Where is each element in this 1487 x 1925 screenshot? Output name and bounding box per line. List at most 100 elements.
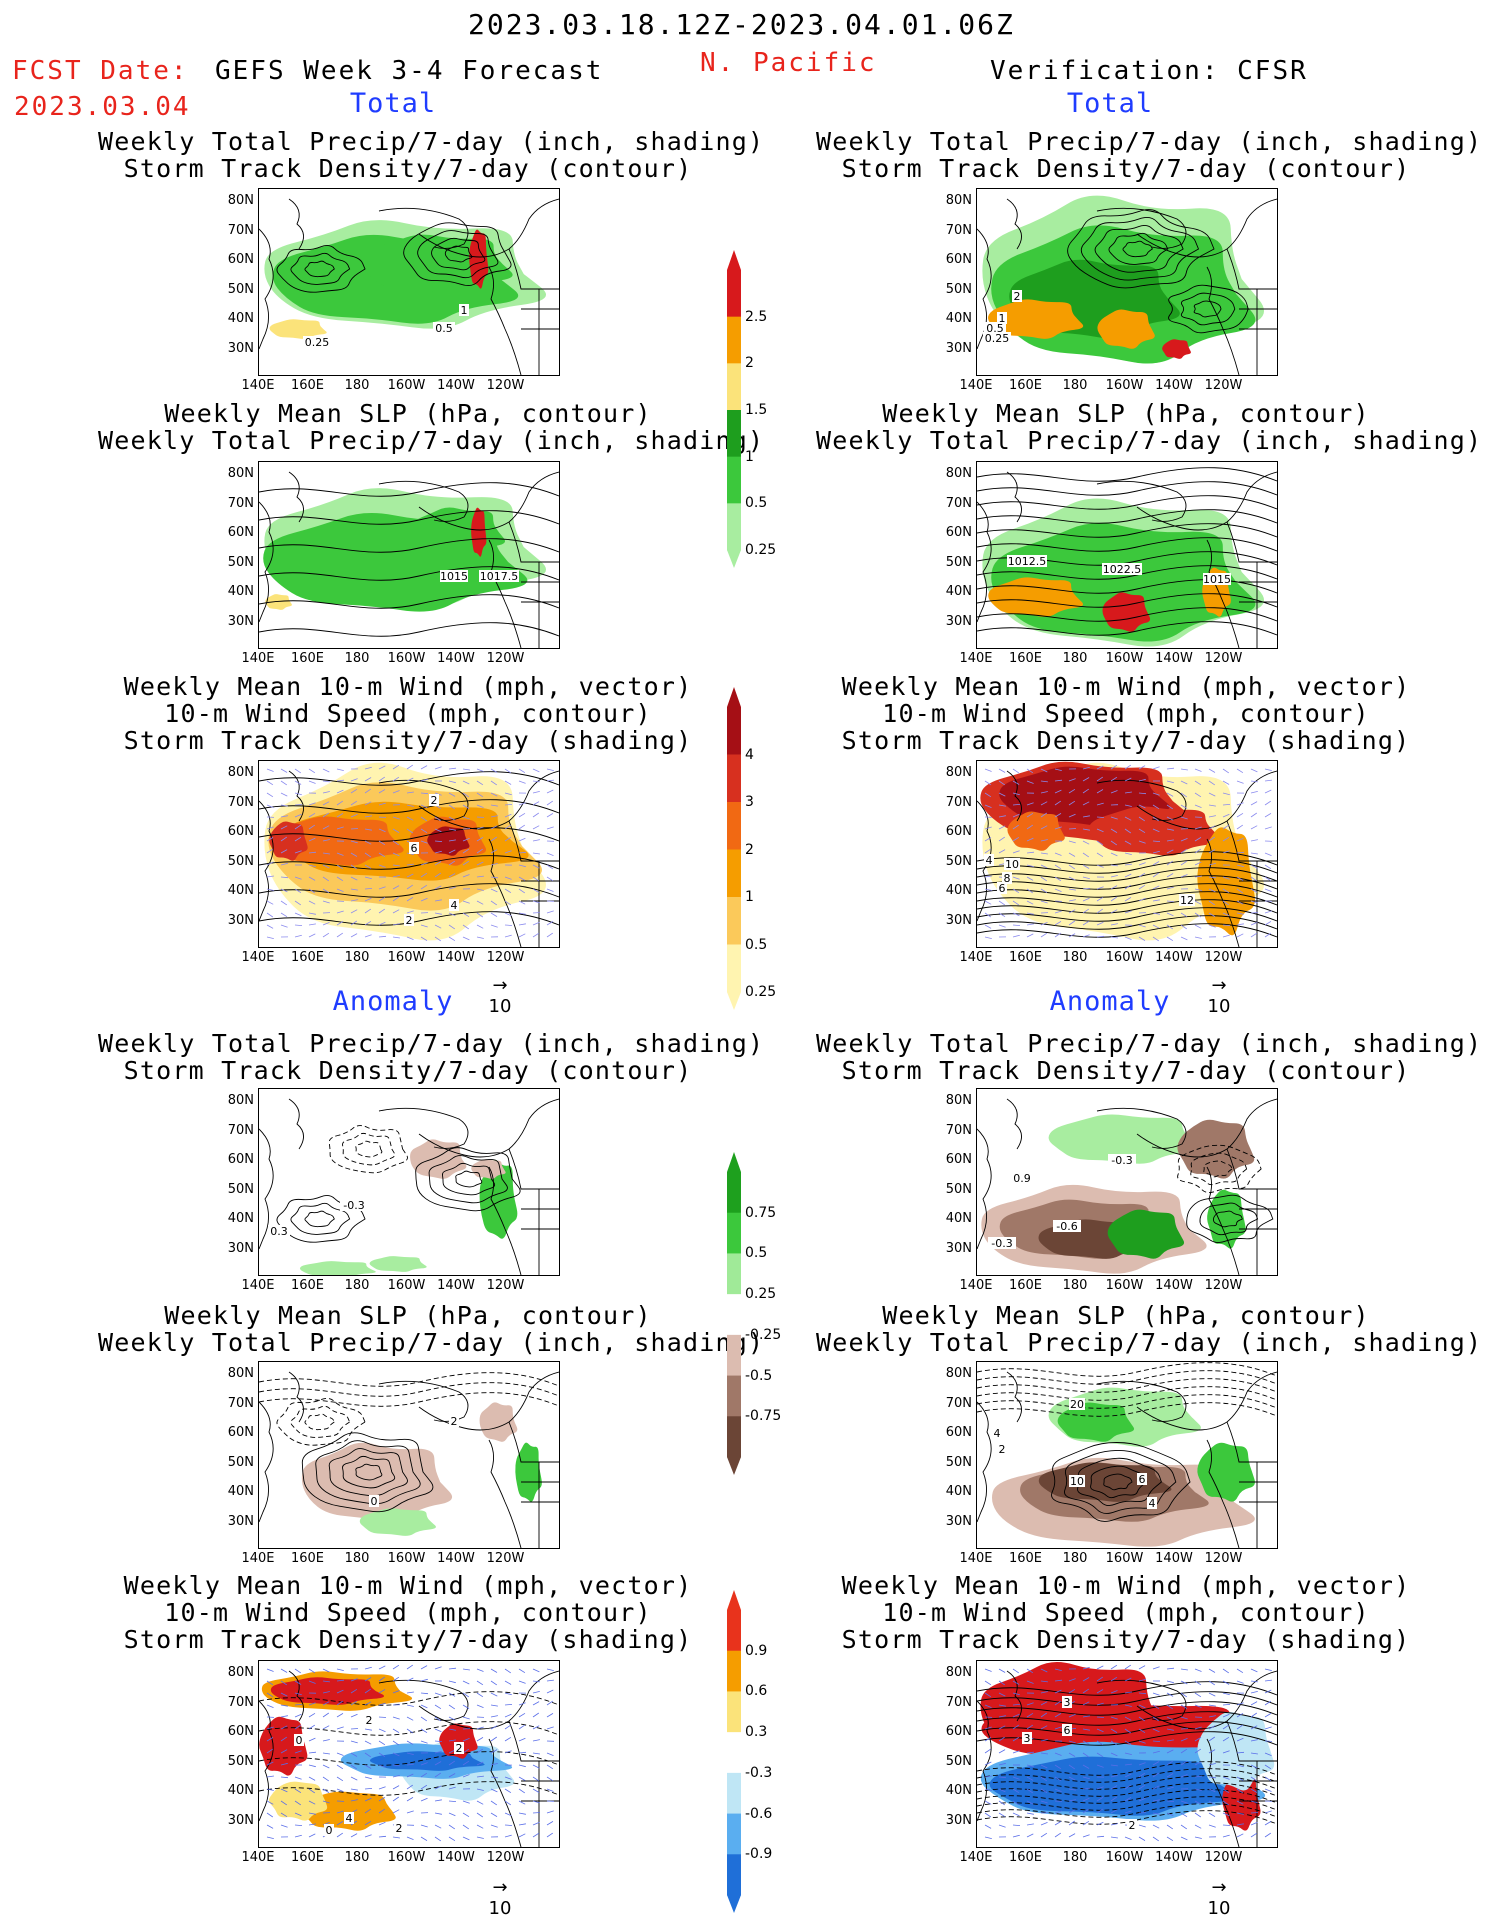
title-line: Weekly Mean SLP (hPa, contour) <box>882 1301 1370 1330</box>
colorbar-segment <box>727 754 741 803</box>
map-panel-row6-forecast: 2 0 2 4 2 0 <box>258 1660 560 1848</box>
contour-label-bg <box>409 842 419 854</box>
contour-label-bg <box>1002 872 1012 884</box>
colorbar-tick-label: 0.3 <box>745 1724 768 1741</box>
lat-tick-label: 40N <box>227 1484 254 1499</box>
contour-label: 4 <box>346 1812 353 1825</box>
contour-label: 6 <box>999 882 1006 895</box>
contour-label-bg <box>997 882 1007 894</box>
lon-tick-label: 140W <box>437 1850 475 1865</box>
contour-label: -0.3 <box>343 1199 364 1212</box>
colorbar-tick-label: 1 <box>745 448 754 465</box>
contour-label-bg <box>1108 1154 1136 1166</box>
lon-tick-label: 160W <box>1105 378 1144 393</box>
vector-scale-left-total: → 10 <box>488 975 512 1017</box>
lat-tick-label: 50N <box>227 1753 254 1769</box>
colorbar-segment <box>727 1732 741 1774</box>
lon-tick-label: 120W <box>1204 950 1243 965</box>
contour-label-bg <box>369 1495 379 1507</box>
contour-label: 0 <box>371 1495 378 1508</box>
lat-tick-label: 50N <box>945 1753 972 1769</box>
lat-tick-label: 70N <box>945 495 972 511</box>
title-line: Weekly Mean SLP (hPa, contour) <box>164 1301 652 1330</box>
right-panel-title-row4: Weekly Total Precip/7-day (inch, shading… <box>816 1030 1481 1084</box>
title-line: Weekly Total Precip/7-day (inch, shading… <box>816 426 1483 455</box>
lat-tick-label: 60N <box>227 252 254 267</box>
contour-label-bg <box>268 1225 290 1237</box>
map-panel-row1-verification: 2 1 0.5 0.25 <box>976 188 1278 376</box>
lon-tick-label: 160E <box>290 950 325 965</box>
contour-label: 0 <box>326 1824 333 1837</box>
contour-label-bg <box>984 322 1006 334</box>
contour-label-bg <box>404 914 414 926</box>
lat-tick-label: 30N <box>227 1240 254 1256</box>
lon-tick-label: 140E <box>241 950 275 965</box>
colorbar-tick-label: 0.25 <box>745 984 777 1000</box>
title-line: Weekly Mean 10-m Wind (mph, vector) <box>841 672 1411 701</box>
contour-label: 0.5 <box>986 322 1004 335</box>
map-plot: 20 <box>259 1371 559 1548</box>
contour-label: 1 <box>999 312 1006 325</box>
title-line: Weekly Total Precip/7-day (inch, shading… <box>98 1328 765 1357</box>
fcst-date: 2023.03.04 <box>14 92 191 122</box>
lon-tick-label: 140E <box>959 1850 993 1865</box>
lat-tick-label: 40N <box>227 584 254 599</box>
lat-tick-label: 70N <box>227 794 254 810</box>
title-line: Weekly Mean 10-m Wind (mph, vector) <box>841 1571 1411 1600</box>
colorbar-tick-label: 3 <box>745 794 754 810</box>
map-plot: 1012.5 1022.5 1015 <box>977 467 1277 648</box>
right-panel-title-row3: Weekly Mean 10-m Wind (mph, vector) 10-m … <box>816 673 1436 754</box>
contour-label: 3 <box>1064 1696 1071 1709</box>
contour-label: 0.25 <box>985 332 1010 345</box>
lon-tick-label: 140W <box>1155 1850 1193 1865</box>
lat-tick-label: 50N <box>227 853 254 869</box>
vector-scale-right-total: → 10 <box>1207 975 1231 1017</box>
lat-tick-label: 70N <box>945 222 972 238</box>
region-label: N. Pacific <box>700 48 877 78</box>
contour-label: -0.6 <box>1056 1220 1077 1233</box>
colorbar-tick-label: 1.5 <box>745 402 768 418</box>
contour-label-bg <box>1053 1220 1081 1232</box>
colorbar-segment <box>727 456 741 504</box>
lat-tick-label: 30N <box>227 912 254 928</box>
lat-tick-label: 40N <box>945 584 972 599</box>
lat-tick-label: 30N <box>227 1812 254 1828</box>
colorbar-tick-label: 0.75 <box>745 1204 777 1221</box>
lat-tick-label: 50N <box>945 853 972 869</box>
colorbar-segment <box>727 270 741 318</box>
contour-label-bg <box>984 854 994 866</box>
contour-label: 2 <box>451 1415 458 1428</box>
lat-tick-label: 40N <box>945 1484 972 1499</box>
colorbar-segment <box>727 849 741 898</box>
colorbar-segment <box>727 1375 741 1417</box>
lon-tick-label: 180 <box>344 1278 370 1293</box>
lon-tick-label: 160E <box>1008 1551 1043 1566</box>
lat-tick-label: 60N <box>945 1724 972 1739</box>
contour-label: 4 <box>1149 1497 1156 1510</box>
contour-label-bg <box>1012 290 1022 302</box>
lat-tick-label: 50N <box>945 1454 972 1470</box>
colorbar-tick-label: 2.5 <box>745 308 768 325</box>
lon-tick-label: 160E <box>290 1278 325 1293</box>
lon-tick-label: 160E <box>290 1850 325 1865</box>
lon-tick-label: 120W <box>486 378 525 393</box>
contour-label: 3 <box>1024 1732 1031 1745</box>
title-line: Weekly Total Precip/7-day (inch, shading… <box>98 127 765 156</box>
lon-tick-label: 120W <box>486 651 525 666</box>
contour-label: 1015 <box>1203 573 1231 586</box>
lon-tick-label: 140E <box>241 378 275 393</box>
contour-label-bg <box>303 336 331 348</box>
vector-scale-left-anom: → 10 <box>488 1877 512 1919</box>
right-panel-title-row5: Weekly Mean SLP (hPa, contour) Weekly Tot… <box>816 1301 1481 1356</box>
title-line: Storm Track Density/7-day (shading) <box>123 1625 693 1654</box>
left-anomaly-heading: Anomaly <box>332 986 454 1017</box>
lat-tick-label: 60N <box>227 1152 254 1167</box>
lon-tick-label: 160W <box>1105 1278 1144 1293</box>
lon-tick-label: 160E <box>1008 651 1043 666</box>
contour-label-bg <box>1102 563 1142 575</box>
lon-tick-label: 180 <box>344 950 370 965</box>
lon-tick-label: 140E <box>241 651 275 666</box>
lat-tick-label: 80N <box>945 765 972 780</box>
lat-tick-label: 30N <box>227 613 254 629</box>
colorbar-segment <box>727 363 741 411</box>
